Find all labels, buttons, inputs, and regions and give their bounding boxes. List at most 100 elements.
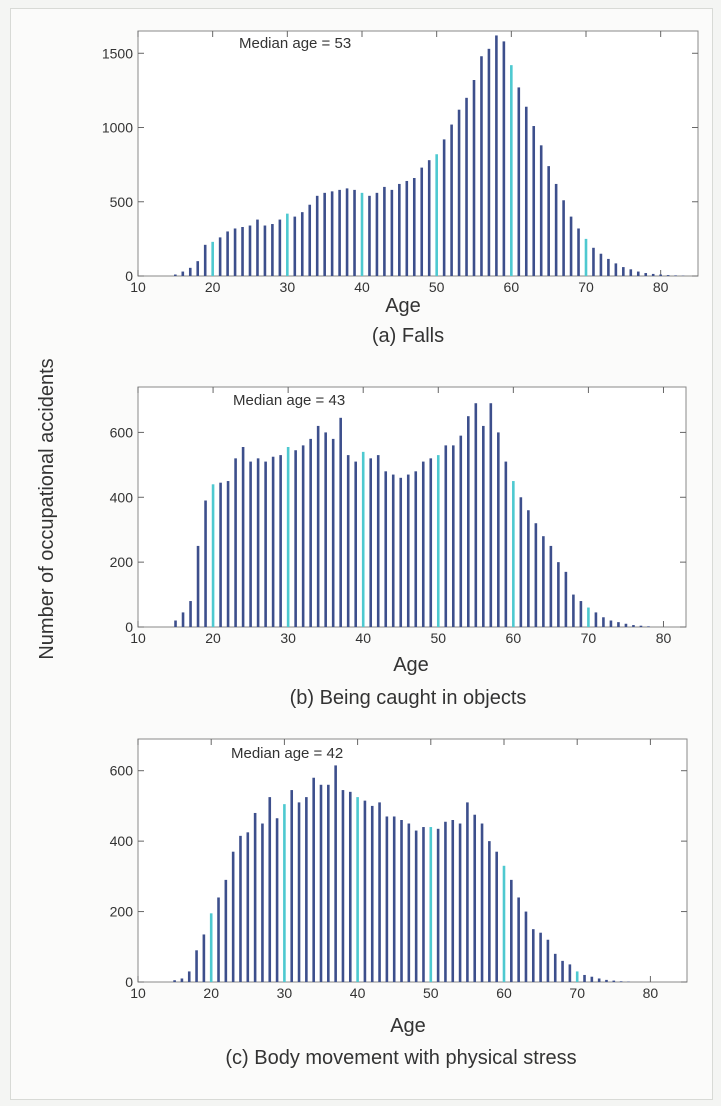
bar-age-66 bbox=[546, 939, 550, 982]
bar-age-68 bbox=[561, 960, 564, 982]
bar-age-74 bbox=[617, 622, 620, 627]
bar-age-48 bbox=[420, 167, 424, 276]
bar-age-31 bbox=[294, 450, 297, 627]
bar-age-52 bbox=[444, 821, 447, 982]
bar-age-33 bbox=[308, 204, 312, 276]
bar-age-71 bbox=[583, 974, 586, 982]
bar-age-36 bbox=[330, 191, 334, 276]
bar-age-32 bbox=[297, 802, 301, 982]
median-annotation: Median age = 43 bbox=[233, 392, 345, 409]
bar-age-43 bbox=[378, 802, 381, 982]
bar-age-69 bbox=[579, 601, 583, 627]
bar-age-28 bbox=[271, 456, 275, 627]
bar-age-27 bbox=[261, 823, 264, 982]
bar-age-25 bbox=[246, 832, 250, 982]
bar-age-63 bbox=[534, 523, 538, 627]
bar-age-61 bbox=[510, 879, 513, 982]
bar-age-23 bbox=[234, 458, 237, 627]
bar-age-16 bbox=[181, 271, 185, 276]
bar-age-57 bbox=[489, 403, 493, 627]
bar-age-37 bbox=[334, 765, 337, 982]
plot-frame bbox=[137, 30, 699, 277]
bar-age-17 bbox=[187, 971, 191, 982]
bar-age-59 bbox=[504, 461, 508, 627]
bar-age-44 bbox=[390, 189, 394, 276]
bar-age-49 bbox=[427, 160, 431, 276]
x-tick-label: 20 bbox=[205, 630, 221, 646]
bar-age-73 bbox=[607, 258, 610, 276]
bar-age-61 bbox=[517, 87, 521, 276]
bar-age-32 bbox=[300, 212, 304, 276]
bar-age-72 bbox=[599, 253, 603, 276]
bar-age-51 bbox=[444, 445, 448, 627]
bar-age-41 bbox=[363, 800, 367, 982]
y-tick-label: 200 bbox=[110, 554, 134, 570]
x-tick-label: 20 bbox=[205, 279, 221, 295]
bar-age-67 bbox=[562, 200, 565, 276]
bar-age-25 bbox=[249, 461, 252, 627]
bar-age-58 bbox=[488, 841, 491, 982]
bar-age-36 bbox=[331, 438, 335, 627]
bar-age-18 bbox=[195, 950, 198, 982]
y-tick-label: 1500 bbox=[102, 45, 133, 61]
y-tick-label: 200 bbox=[110, 904, 134, 920]
bar-age-28 bbox=[271, 224, 274, 276]
y-tick-label: 400 bbox=[110, 489, 134, 505]
bar-age-61 bbox=[519, 497, 523, 627]
bar-age-51 bbox=[442, 139, 446, 276]
bar-age-36 bbox=[327, 784, 330, 982]
bar-age-65 bbox=[547, 166, 550, 276]
bar-age-73 bbox=[609, 620, 613, 627]
bar-age-49 bbox=[429, 458, 433, 627]
bar-age-70 bbox=[584, 238, 588, 276]
x-tick-label: 10 bbox=[130, 279, 146, 295]
axis-ticks: 10 20 30 40 50 60 70 80 0 200 400 600 bbox=[110, 387, 686, 646]
bar-age-26 bbox=[256, 219, 259, 276]
bar-age-41 bbox=[368, 195, 371, 276]
bar-age-46 bbox=[406, 474, 410, 627]
median-annotation: Median age = 42 bbox=[231, 745, 343, 762]
bar-age-62 bbox=[524, 106, 528, 276]
bar-age-26 bbox=[256, 458, 260, 627]
bar-age-57 bbox=[480, 823, 484, 982]
bar-age-15 bbox=[174, 274, 177, 276]
bar-age-78 bbox=[647, 626, 650, 627]
bar-age-19 bbox=[203, 244, 207, 276]
bar-age-39 bbox=[348, 791, 352, 982]
bar-age-21 bbox=[217, 897, 220, 982]
x-tick-label: 70 bbox=[581, 630, 597, 646]
bar-age-34 bbox=[315, 195, 319, 276]
bar-age-81 bbox=[666, 275, 670, 276]
bar-age-75 bbox=[612, 980, 616, 982]
bar-age-58 bbox=[495, 35, 498, 277]
bar-age-22 bbox=[224, 879, 228, 982]
y-tick-label: 600 bbox=[110, 424, 134, 440]
bar-age-19 bbox=[204, 500, 207, 627]
bar-age-65 bbox=[539, 932, 542, 982]
bar-age-59 bbox=[502, 41, 506, 276]
bar-age-48 bbox=[414, 830, 418, 982]
bar-age-23 bbox=[231, 851, 235, 982]
bar-age-62 bbox=[517, 897, 520, 982]
bar-age-43 bbox=[384, 471, 388, 627]
bar-age-24 bbox=[239, 835, 242, 982]
bar-age-59 bbox=[495, 851, 498, 982]
x-tick-label: 50 bbox=[423, 985, 439, 1001]
bar-age-29 bbox=[275, 818, 279, 982]
figure-svg: Number of occupational accidents 10 20 30 4… bbox=[36, 30, 699, 1069]
bar-series bbox=[174, 35, 685, 277]
bar-age-67 bbox=[564, 571, 568, 627]
bar-age-39 bbox=[354, 461, 357, 627]
bar-age-66 bbox=[557, 562, 560, 627]
bar-age-33 bbox=[309, 438, 312, 627]
bar-age-29 bbox=[279, 455, 282, 627]
bar-age-20 bbox=[211, 484, 215, 627]
bar-age-54 bbox=[467, 416, 470, 627]
x-tick-label: 40 bbox=[354, 279, 370, 295]
bar-age-78 bbox=[644, 273, 648, 276]
bar-age-29 bbox=[278, 219, 282, 276]
bar-age-48 bbox=[421, 461, 425, 627]
bar-age-69 bbox=[568, 964, 572, 982]
bar-age-55 bbox=[472, 80, 476, 276]
bar-age-52 bbox=[451, 445, 455, 627]
